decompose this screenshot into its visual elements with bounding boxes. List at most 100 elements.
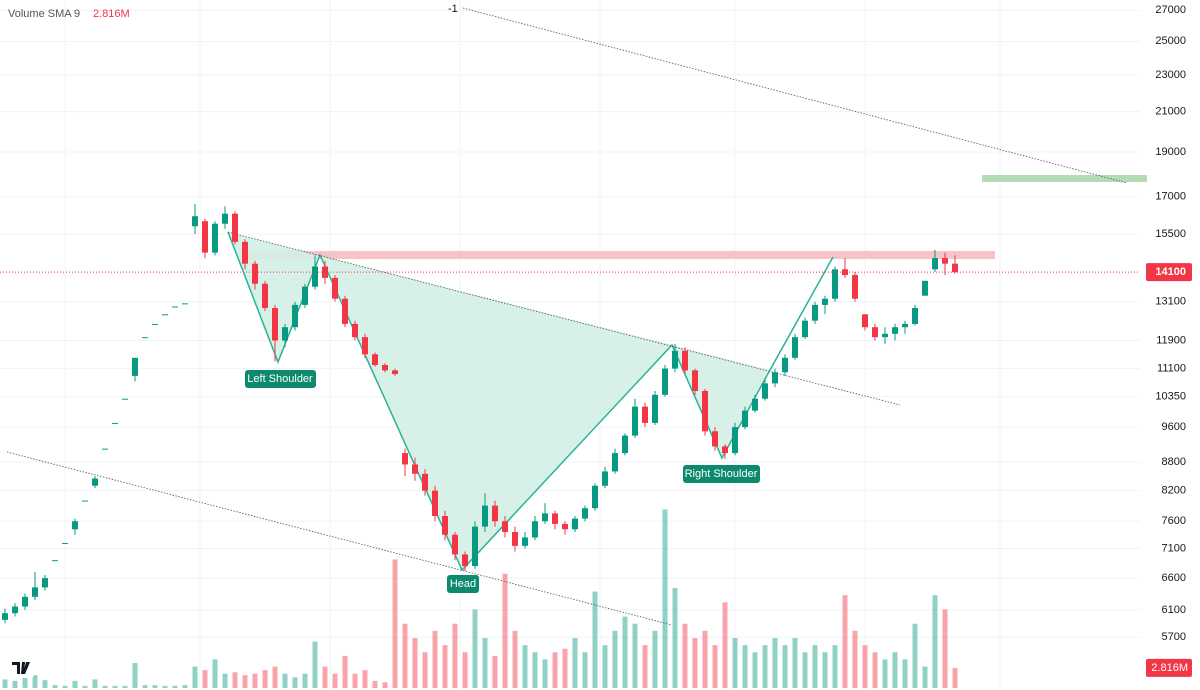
candle-body <box>392 370 398 375</box>
candle-body <box>262 283 268 309</box>
resistance-zone <box>240 251 995 259</box>
volume-bar <box>852 630 858 688</box>
candle-body <box>762 383 768 399</box>
candle-body <box>162 314 168 316</box>
volume-bar <box>582 652 588 688</box>
volume-bar <box>382 682 388 688</box>
volume-bar <box>22 677 28 688</box>
candle-body <box>182 303 188 305</box>
candle-body <box>812 304 818 321</box>
volume-bar <box>42 680 48 688</box>
candle-body <box>712 431 718 447</box>
volume-bar <box>432 630 438 688</box>
candle-body <box>902 323 908 328</box>
candle-body <box>642 406 648 423</box>
volume-bar <box>552 652 558 688</box>
volume-bar <box>152 685 158 688</box>
volume-bar <box>142 685 148 688</box>
candle-body <box>672 350 678 369</box>
volume-bar <box>72 680 78 688</box>
volume-bar <box>82 685 88 688</box>
candle-body <box>82 500 88 502</box>
candle-body <box>942 258 948 264</box>
candle-body <box>412 464 418 474</box>
candle-body <box>582 508 588 519</box>
volume-bars <box>2 509 958 688</box>
y-tick-label: 6100 <box>1162 604 1186 616</box>
volume-bar <box>302 673 308 688</box>
volume-bar <box>592 591 598 688</box>
y-tick-label: 7600 <box>1162 515 1186 527</box>
candle-body <box>522 537 528 546</box>
candle-body <box>2 613 8 620</box>
candle-body <box>22 596 28 607</box>
candle-body <box>922 280 928 296</box>
volume-bar <box>622 616 628 688</box>
volume-bar <box>732 638 738 688</box>
volume-bar <box>792 638 798 688</box>
candle-body <box>822 298 828 305</box>
candle-body <box>192 216 198 227</box>
candle-body <box>852 275 858 299</box>
candle-body <box>152 323 158 325</box>
volume-bar <box>772 638 778 688</box>
candle-body <box>12 606 18 614</box>
lower-trendline <box>6 451 673 626</box>
candle-body <box>932 258 938 270</box>
candle-body <box>222 213 228 224</box>
volume-bar <box>822 652 828 688</box>
y-tick-label: 8800 <box>1162 456 1186 468</box>
volume-bar <box>742 645 748 688</box>
candle-body <box>612 453 618 472</box>
candle-body <box>692 370 698 391</box>
y-tick-label: 23000 <box>1155 69 1186 81</box>
candle-body <box>372 354 378 365</box>
candle-body <box>242 241 248 264</box>
volume-bar <box>52 685 58 688</box>
candle-body <box>742 410 748 428</box>
candle-body <box>732 427 738 454</box>
volume-bar <box>602 645 608 688</box>
volume-bar <box>502 573 508 688</box>
candle-body <box>572 518 578 530</box>
candle-body <box>892 327 898 334</box>
y-tick-label: 11900 <box>1156 334 1186 346</box>
label-box <box>447 575 479 593</box>
volume-bar <box>752 652 758 688</box>
candle-body <box>112 422 118 424</box>
logo <box>10 658 34 678</box>
candle-body <box>142 337 148 339</box>
candle-body <box>252 263 258 284</box>
volume-bar <box>132 663 138 688</box>
volume-bar <box>212 659 218 688</box>
candle-body <box>752 398 758 411</box>
candle-body <box>772 372 778 384</box>
volume-bar <box>812 645 818 688</box>
candle-body <box>532 521 538 538</box>
candle-body <box>312 266 318 287</box>
volume-bar <box>872 652 878 688</box>
volume-bar <box>632 623 638 688</box>
price-badge <box>1146 263 1192 282</box>
candle-body <box>832 269 838 299</box>
candle-body <box>452 534 458 555</box>
y-tick-label: 9600 <box>1162 421 1186 433</box>
y-tick-label: 8200 <box>1162 485 1186 497</box>
candle-body <box>102 448 108 450</box>
y-tick-label: 25000 <box>1155 35 1186 47</box>
volume-bar <box>692 638 698 688</box>
candle-body <box>132 357 138 376</box>
candle-body <box>472 526 478 567</box>
y-tick-label: 10350 <box>1155 391 1186 403</box>
volume-bar <box>952 667 958 688</box>
trendline-label: -1 <box>448 3 458 15</box>
y-tick-label: 5700 <box>1162 631 1186 643</box>
candle-body <box>552 513 558 524</box>
candle-body <box>682 350 688 371</box>
y-tick-label: 7100 <box>1162 543 1186 555</box>
volume-bar <box>282 673 288 688</box>
candle-body <box>482 505 488 527</box>
candle-body <box>442 515 448 535</box>
volume-bar <box>92 679 98 688</box>
volume-bar <box>532 652 538 688</box>
